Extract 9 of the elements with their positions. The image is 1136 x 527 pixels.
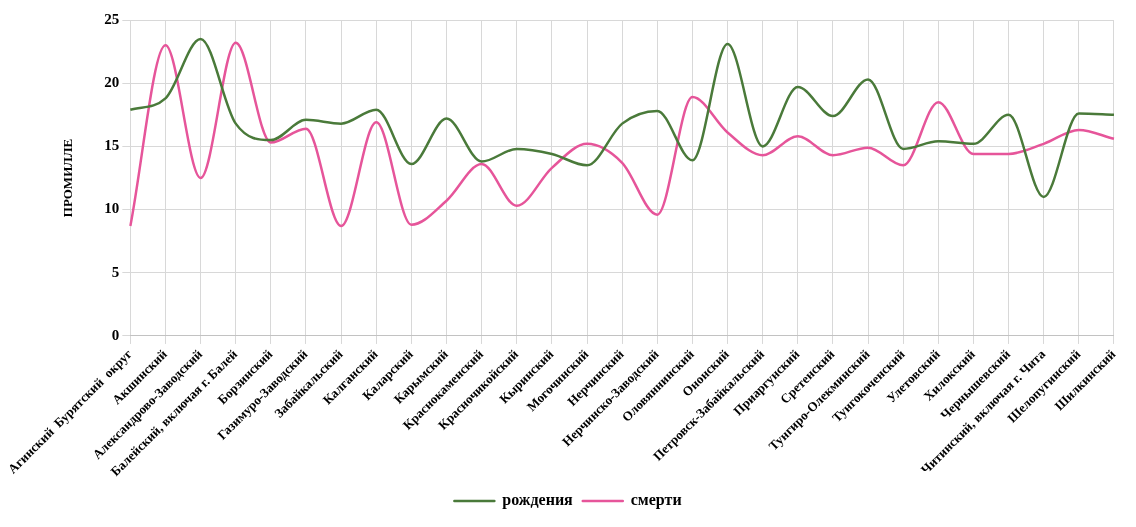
y-tick-label: 20 [104, 74, 120, 91]
y-axis-title: ПРОМИЛЛЕ [59, 138, 75, 218]
y-tick-label: 25 [104, 10, 120, 27]
y-tick-label: 0 [111, 326, 120, 343]
y-tick-label: 10 [104, 200, 120, 217]
legend-label: смерти [630, 491, 682, 510]
legend-label: рождения [502, 491, 574, 510]
y-tick-label: 5 [111, 263, 120, 280]
y-tick-label: 15 [104, 137, 120, 154]
